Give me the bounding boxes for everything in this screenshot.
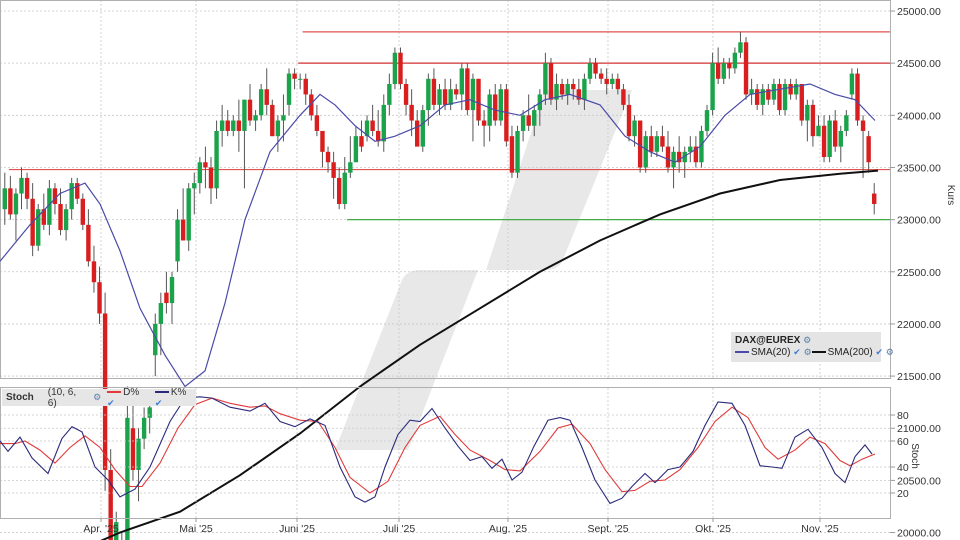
- legend-k: K%: [170, 386, 187, 398]
- price-axis: 25000.00 24500.00 24000.00 23500.00 23000.00…: [890, 6, 941, 540]
- svg-text:20500.00: 20500.00: [897, 475, 941, 487]
- sma200-settings-icon[interactable]: ⚙: [885, 347, 894, 357]
- svg-text:21500.00: 21500.00: [897, 371, 941, 383]
- sma20-toggle-icon[interactable]: ✔: [793, 347, 801, 357]
- price-legend: DAX@EUREX ⚙ SMA(20) ✔ ⚙ SMA(200) ✔ ⚙: [731, 332, 894, 362]
- sma20-line: [0, 83, 876, 388]
- stoch-title: Stoch: [6, 392, 34, 403]
- svg-text:22000.00: 22000.00: [897, 319, 941, 331]
- d-toggle-icon[interactable]: ✔: [107, 397, 115, 408]
- svg-text:Juni '25: Juni '25: [279, 523, 315, 535]
- svg-text:Okt. '25: Okt. '25: [695, 523, 731, 535]
- svg-text:Apr. '25: Apr. '25: [83, 523, 118, 535]
- k-toggle-icon[interactable]: ✔: [154, 397, 163, 408]
- price-axis-label: Kurs: [945, 185, 956, 206]
- stoch-legend: Stoch (10, 6, 6) ⚙ D% ✔ K% ✔: [2, 386, 196, 409]
- price-panel-frame: [0, 0, 891, 379]
- k-swatch: [154, 390, 169, 393]
- svg-text:Juli '25: Juli '25: [383, 523, 416, 535]
- d-swatch: [107, 390, 122, 393]
- stoch-params: (10, 6, 6): [47, 386, 77, 409]
- sma200-toggle-icon[interactable]: ✔: [875, 347, 883, 357]
- svg-text:23000.00: 23000.00: [897, 215, 941, 227]
- stoch-d-line: [0, 397, 876, 494]
- stoch-grid: [0, 388, 890, 518]
- svg-text:23500.00: 23500.00: [897, 162, 941, 174]
- legend-sma200: SMA(200): [827, 347, 873, 358]
- candlesticks: [2, 31, 877, 540]
- svg-text:40: 40: [897, 462, 909, 474]
- svg-text:20000.00: 20000.00: [897, 528, 941, 540]
- svg-text:21000.00: 21000.00: [897, 423, 941, 435]
- svg-text:60: 60: [897, 436, 909, 448]
- svg-text:25000.00: 25000.00: [897, 6, 941, 18]
- svg-text:80: 80: [897, 410, 909, 422]
- watermark-logo: [335, 90, 632, 450]
- svg-text:22500.00: 22500.00: [897, 267, 941, 279]
- support-resistance-lines: [8, 31, 890, 221]
- stoch-axis: 20 40 60 80: [890, 410, 909, 500]
- legend-instrument: DAX@EUREX: [735, 335, 801, 346]
- legend-sma20: SMA(20): [751, 347, 791, 358]
- stoch-k-line: [0, 396, 873, 505]
- svg-text:Aug. '25: Aug. '25: [489, 523, 527, 535]
- svg-text:Nov. '25: Nov. '25: [801, 523, 839, 535]
- svg-text:24000.00: 24000.00: [897, 110, 941, 122]
- settings-icon[interactable]: ⚙: [803, 335, 812, 345]
- svg-text:Sept. '25: Sept. '25: [587, 523, 628, 535]
- sma200-line: [100, 169, 879, 540]
- svg-text:24500.00: 24500.00: [897, 58, 941, 70]
- sma20-settings-icon[interactable]: ⚙: [803, 347, 812, 357]
- stoch-settings-icon[interactable]: ⚙: [93, 392, 102, 402]
- svg-text:20: 20: [897, 488, 909, 500]
- sma20-swatch: [735, 351, 749, 354]
- svg-text:Mai '25: Mai '25: [179, 523, 213, 535]
- legend-d: D%: [123, 386, 140, 398]
- stoch-panel-frame: [0, 387, 891, 519]
- time-axis: Apr. '25 Mai '25 Juni '25 Juli '25 Aug. '25 S…: [83, 518, 839, 535]
- stoch-axis-label: Stoch: [909, 443, 920, 469]
- sma200-swatch: [811, 351, 826, 354]
